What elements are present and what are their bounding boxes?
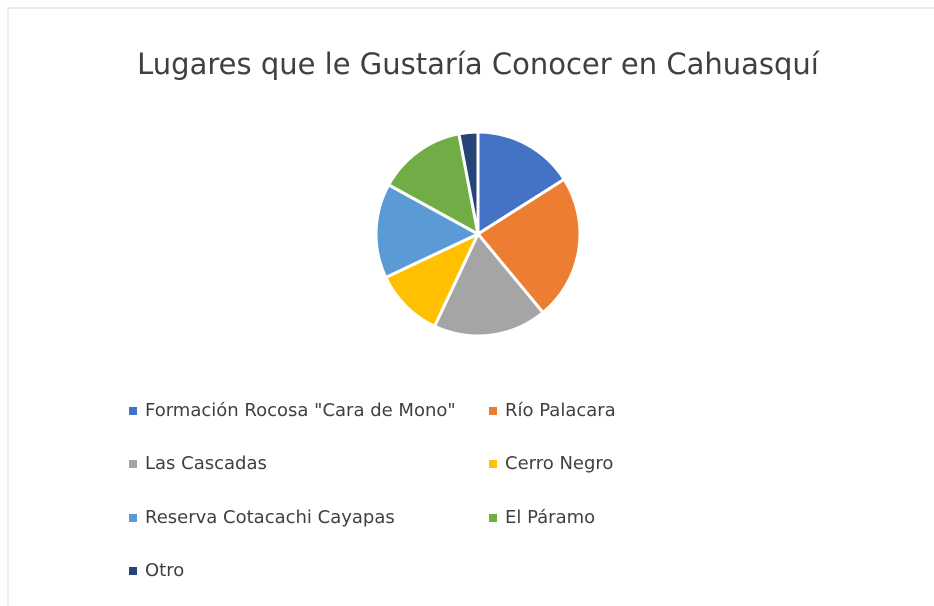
pie-slice xyxy=(374,182,482,280)
pie-slice xyxy=(386,132,481,237)
legend-swatch xyxy=(489,407,497,415)
legend-label: Reserva Cotacachi Cayapas xyxy=(145,507,395,528)
legend-label: Otro xyxy=(145,560,184,581)
legend-swatch xyxy=(489,460,497,468)
legend-label: Cerro Negro xyxy=(505,453,613,474)
pie-slice xyxy=(475,177,582,315)
legend-swatch xyxy=(129,567,137,575)
legend-label: El Páramo xyxy=(505,507,595,528)
legend-swatch xyxy=(129,407,137,415)
legend-label: Río Palacara xyxy=(505,400,616,421)
pie-slice xyxy=(476,130,567,237)
pie-slice xyxy=(457,130,480,235)
legend-swatch xyxy=(129,460,137,468)
chart-title: Lugares que le Gustaría Conocer en Cahua… xyxy=(137,47,820,81)
legend-label: Formación Rocosa "Cara de Mono" xyxy=(145,400,456,421)
legend-swatch xyxy=(129,514,137,522)
pie-slice xyxy=(432,231,546,338)
legend-swatch xyxy=(489,514,497,522)
legend-label: Las Cascadas xyxy=(145,453,267,474)
